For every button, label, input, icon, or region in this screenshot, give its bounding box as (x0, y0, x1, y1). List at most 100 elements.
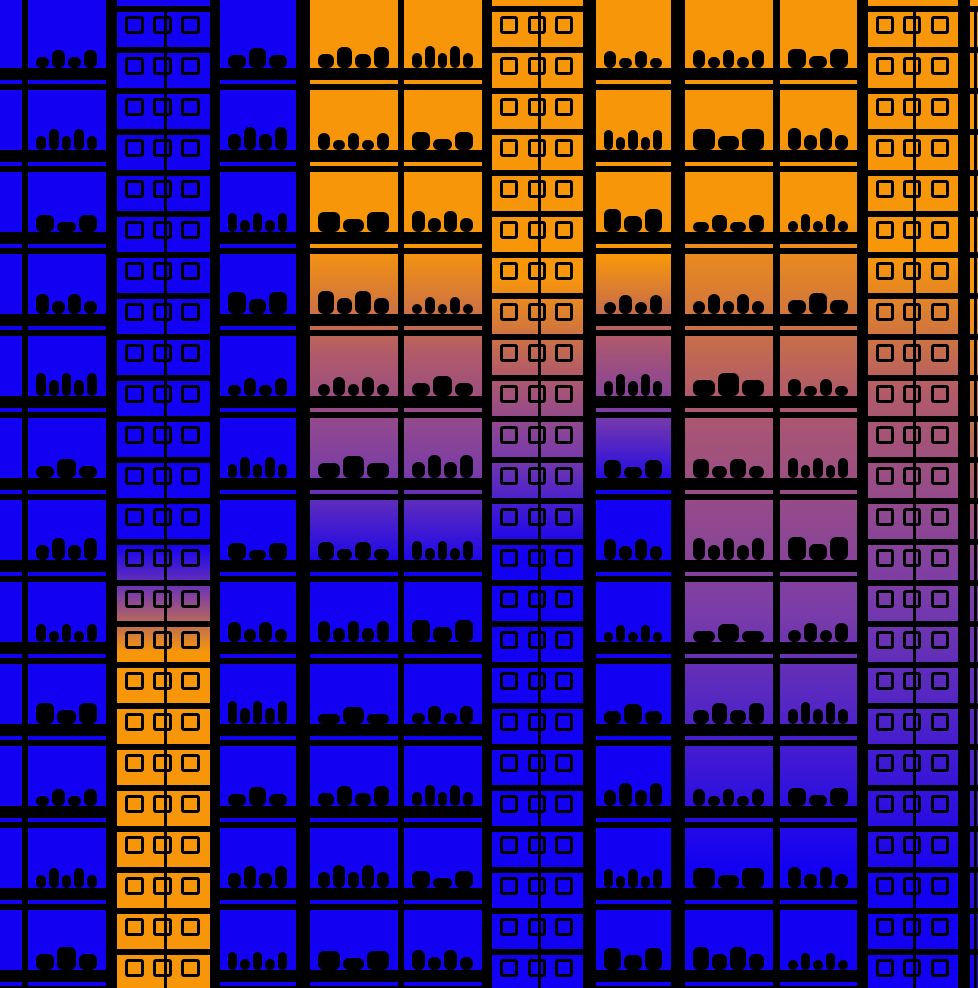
balcony-object-silhouette (644, 948, 662, 970)
window-frame (903, 98, 922, 116)
mullion (163, 955, 167, 988)
balcony-object-silhouette (604, 790, 617, 806)
balcony-object-silhouette (437, 792, 448, 806)
facade-column (492, 0, 583, 988)
window-divider (868, 457, 958, 463)
balcony-object-silhouette (437, 541, 448, 560)
balcony-rail (310, 248, 398, 254)
balcony-object-silhouette (640, 625, 650, 642)
balcony-rail (220, 248, 296, 254)
balcony-object-silhouette (652, 869, 662, 888)
window-frame (903, 303, 922, 321)
balcony-rail (404, 822, 482, 828)
floor-slab (0, 150, 22, 162)
balcony-object-silhouette (730, 222, 746, 232)
balcony-rail (596, 576, 671, 582)
window-divider (492, 211, 583, 217)
mullion (537, 381, 541, 416)
balcony-object-silhouette (228, 464, 238, 478)
window-frame (876, 180, 894, 198)
window-frame (930, 426, 949, 444)
mullion (537, 135, 541, 170)
window-frame (876, 139, 894, 157)
balcony-object-silhouette (412, 53, 422, 68)
balcony-rail (596, 84, 671, 90)
balcony-object-silhouette (243, 629, 256, 642)
balcony-object-silhouette (347, 133, 360, 150)
balcony-object-silhouette (342, 958, 365, 970)
balcony-rail (0, 330, 22, 336)
balcony-object-silhouette (788, 458, 798, 478)
window-divider (868, 662, 958, 668)
window-divider (970, 744, 978, 750)
floor-slab (596, 396, 671, 408)
balcony-object-silhouette (347, 621, 360, 642)
balcony-object-silhouette (248, 787, 267, 806)
floor-slab (0, 724, 22, 736)
balcony-object-silhouette (277, 213, 287, 232)
balcony-object-silhouette (36, 294, 49, 314)
balcony-object-silhouette (444, 211, 457, 232)
floor-slab (0, 806, 22, 818)
balcony-rail (780, 166, 857, 172)
window-divider (868, 785, 958, 791)
balcony-object-silhouette (742, 631, 764, 642)
window-frame (181, 713, 200, 731)
balcony-object-silhouette (640, 137, 650, 150)
balcony-object-silhouette (460, 455, 473, 478)
mullion (913, 668, 916, 703)
balcony-object-silhouette (228, 543, 246, 560)
floor-slab (685, 232, 773, 244)
window-frame (500, 57, 519, 75)
balcony-object-silhouette (693, 380, 715, 396)
balcony-rail (780, 330, 857, 336)
balcony-object-silhouette (644, 460, 662, 478)
balcony-object-silhouette (707, 796, 720, 806)
window-frame (555, 303, 574, 321)
mullion (974, 832, 977, 867)
window-frame (555, 57, 574, 75)
balcony-rail (28, 166, 106, 172)
balcony-object-silhouette (78, 703, 97, 724)
balcony-rail (404, 248, 482, 254)
balcony-object-silhouette (624, 467, 642, 478)
mullion (913, 176, 916, 211)
balcony-object-silhouette (809, 795, 827, 806)
balcony-object-silhouette (428, 957, 441, 970)
balcony-object-silhouette (652, 381, 662, 396)
balcony-object-silhouette (693, 868, 715, 888)
window-frame (903, 426, 922, 444)
balcony-rail (220, 166, 296, 172)
floor-slab (310, 642, 398, 654)
window-divider (868, 744, 958, 750)
balcony-object-silhouette (36, 624, 46, 642)
window-frame (500, 385, 519, 403)
balcony-object-silhouette (788, 128, 801, 150)
balcony-rail (310, 658, 398, 664)
mullion (537, 873, 541, 908)
mullion (913, 873, 916, 908)
mullion (974, 504, 977, 539)
window-frame (555, 959, 574, 977)
balcony-object-silhouette (717, 624, 740, 642)
window-divider (868, 498, 958, 504)
window-frame (903, 508, 922, 526)
balcony-object-silhouette (748, 215, 764, 232)
balcony-object-silhouette (693, 710, 709, 724)
balcony-rail (685, 658, 773, 664)
balcony-object-silhouette (367, 951, 389, 970)
window-frame (125, 221, 144, 239)
window-frame (555, 508, 574, 526)
balcony-object-silhouette (87, 624, 97, 642)
window-frame (903, 754, 922, 772)
window-frame (555, 877, 574, 895)
balcony-object-silhouette (362, 865, 375, 888)
floor-slab (404, 150, 482, 162)
window-divider (117, 293, 210, 299)
window-divider (970, 662, 978, 668)
balcony-object-silhouette (259, 385, 272, 396)
balcony-rail (310, 904, 398, 910)
balcony-object-silhouette (428, 706, 441, 724)
floor-slab (685, 888, 773, 900)
balcony-object-silhouette (228, 794, 246, 806)
